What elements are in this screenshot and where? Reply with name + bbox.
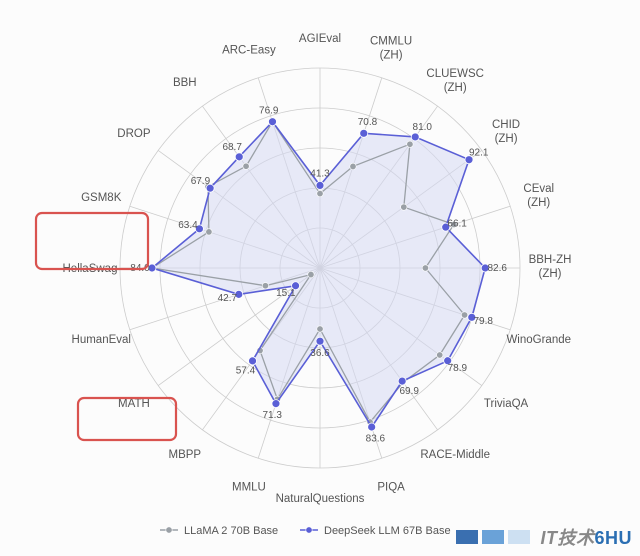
axis-label: HumanEval [72, 334, 131, 346]
axis-label: (ZH) [380, 49, 403, 61]
value-label: 78.9 [448, 363, 468, 374]
series-marker-deepseek [316, 337, 324, 345]
value-label: 57.4 [236, 366, 256, 377]
series-marker-deepseek [272, 400, 280, 408]
watermark-block [482, 530, 504, 544]
series-marker [407, 141, 413, 147]
series-marker [350, 163, 356, 169]
axis-label: (ZH) [495, 133, 518, 145]
series-marker [262, 283, 268, 289]
legend-label: LLaMA 2 70B Base [184, 525, 278, 537]
value-label: 71.3 [262, 410, 282, 421]
series-marker [401, 204, 407, 210]
series-marker-deepseek [411, 133, 419, 141]
legend-marker [306, 527, 312, 533]
value-label: 70.8 [358, 117, 378, 128]
value-label: 76.9 [259, 105, 279, 116]
axis-label: ARC-Easy [222, 44, 276, 56]
watermark-block [508, 530, 530, 544]
watermark: IT技术6HU [540, 524, 632, 550]
axis-label: DROP [117, 128, 151, 140]
value-label: 63.4 [178, 220, 198, 231]
watermark-block [456, 530, 478, 544]
axis-label: CHID [492, 119, 520, 131]
series-marker-deepseek [360, 129, 368, 137]
series-marker [461, 312, 467, 318]
watermark-main: IT技术 [540, 528, 594, 548]
axis-label: MATH [118, 398, 150, 410]
axis-label: NaturalQuestions [276, 493, 365, 505]
axis-label: AGIEval [299, 33, 341, 45]
series-marker [308, 271, 314, 277]
value-label: 67.9 [191, 176, 211, 187]
axis-label: (ZH) [444, 82, 467, 94]
series-marker-deepseek [268, 118, 276, 126]
axis-label: MMLU [232, 482, 266, 494]
axis-label: TriviaQA [484, 398, 529, 410]
axis-label: (ZH) [527, 197, 550, 209]
axis-label: BBH [173, 77, 197, 89]
value-label: 41.3 [310, 168, 330, 179]
axis-label: GSM8K [81, 192, 122, 204]
value-label: 15.1 [276, 288, 296, 299]
value-label: 92.1 [469, 148, 489, 159]
series-marker [422, 265, 428, 271]
series-marker [437, 352, 443, 358]
value-label: 81.0 [413, 122, 433, 133]
axis-label: MBPP [169, 449, 202, 461]
series-marker-deepseek [316, 181, 324, 189]
series-marker [243, 163, 249, 169]
series-marker [317, 190, 323, 196]
value-label: 82.6 [487, 263, 507, 274]
series-marker-deepseek [235, 153, 243, 161]
series-marker [317, 326, 323, 332]
value-label: 66.1 [447, 218, 467, 229]
value-label: 69.9 [399, 386, 419, 397]
axis-label: PIQA [377, 482, 405, 494]
axis-label: CMMLU [370, 35, 412, 47]
value-label: 68.7 [222, 142, 242, 153]
series-marker [206, 229, 212, 235]
axis-label: BBH-ZH [529, 254, 572, 266]
axis-label: WinoGrande [506, 334, 571, 346]
watermark-accent: 6HU [594, 528, 632, 548]
series-marker-deepseek [398, 377, 406, 385]
axis-label: RACE-Middle [420, 449, 490, 461]
series-marker-deepseek [249, 357, 257, 365]
axis-label: CEval [523, 183, 554, 195]
value-label: 83.6 [366, 433, 386, 444]
series-marker-deepseek [368, 423, 376, 431]
value-label: 36.6 [310, 348, 330, 359]
legend-label: DeepSeek LLM 67B Base [324, 525, 451, 537]
value-label: 79.8 [473, 316, 493, 327]
value-label: 42.7 [218, 293, 238, 304]
axis-label: (ZH) [539, 268, 562, 280]
axis-label: CLUEWSC [426, 68, 484, 80]
legend-marker [166, 527, 172, 533]
